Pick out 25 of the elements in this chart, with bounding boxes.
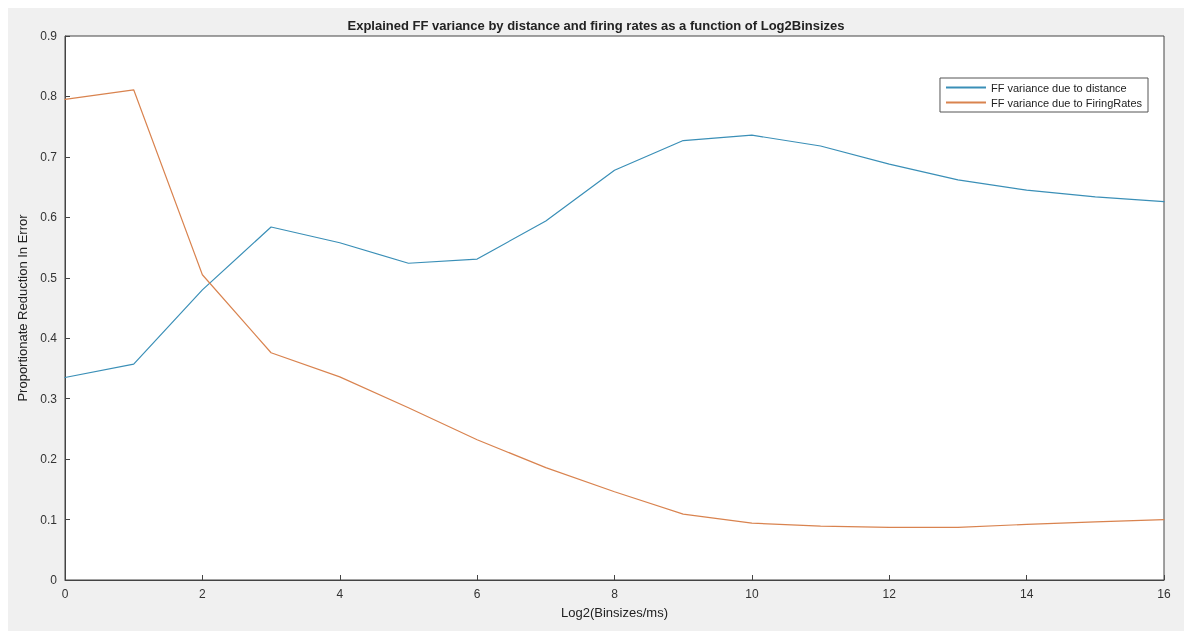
y-tick-label: 0.2 (40, 452, 58, 467)
y-tick-label: 0.1 (40, 512, 58, 527)
x-tick-label: 0 (61, 587, 69, 601)
y-tick-label: 0.3 (40, 391, 58, 406)
y-tick-label: 0.5 (40, 270, 58, 285)
x-tick-label: 10 (745, 587, 759, 601)
y-tick-label: 0 (50, 573, 58, 587)
x-tick-label: 12 (882, 587, 897, 601)
y-tick-label: 0.6 (40, 210, 58, 225)
y-tick-label: 0.4 (40, 331, 58, 346)
x-tick-label: 8 (611, 587, 619, 601)
x-tick-label: 2 (199, 587, 207, 601)
y-tick-label: 0.9 (40, 29, 58, 43)
x-tick-label: 14 (1019, 587, 1034, 601)
y-axis-title: Proportionate Reduction In Error (15, 213, 30, 402)
line-series (64, 134, 1165, 379)
legend-label: FF variance due to distance (990, 81, 1127, 94)
x-axis-title: Log2(Binsizes/ms) (561, 605, 668, 620)
x-tick-label: 16 (1157, 587, 1171, 601)
y-tick-label: 0.8 (40, 89, 58, 104)
y-tick-label: 0.7 (40, 149, 58, 164)
x-tick-label: 4 (336, 587, 344, 601)
legend-label: FF variance due to FiringRates (990, 96, 1143, 109)
x-tick-label: 6 (473, 587, 481, 601)
chart-title: Explained FF variance by distance and firing rates as a function of Log2Binsizes (347, 18, 845, 33)
